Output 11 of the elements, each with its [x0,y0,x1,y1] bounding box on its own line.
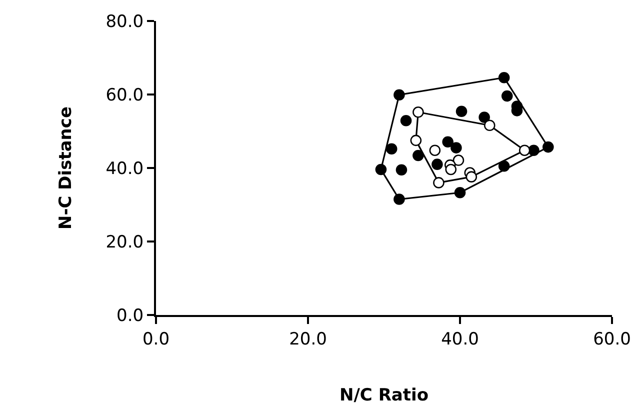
x-tick-label: 0.0 [142,329,170,350]
y-tick-label: 0.0 [116,306,144,326]
x-axis-title: N/C Ratio [339,385,429,406]
y-axis-title: N-C Distance [56,106,76,230]
y-tick-label: 40.0 [106,158,144,179]
x-tick-label: 20.0 [289,329,327,350]
x-tick-label: 40.0 [441,329,479,350]
x-tick-label: 60.0 [593,329,631,350]
y-tick-label: 20.0 [106,232,144,252]
y-tick-label: 80.0 [106,12,144,32]
y-tick-label: 60.0 [106,85,144,106]
